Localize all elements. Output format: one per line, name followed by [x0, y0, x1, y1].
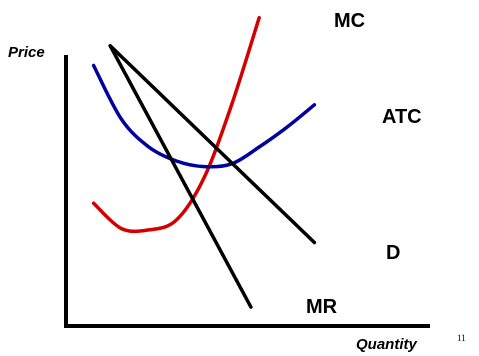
mr-label: MR: [306, 296, 338, 318]
x-axis-title: Quantity: [356, 336, 417, 353]
marginal-revenue-curve: [108, 44, 253, 309]
demand-label: D: [386, 242, 400, 264]
slide-number: 11: [457, 333, 466, 343]
marginal-cost-curve: [91, 15, 261, 234]
average-total-cost-curve: [91, 63, 317, 169]
demand-curve: [108, 44, 317, 245]
mc-label: MC: [334, 10, 365, 32]
atc-label: ATC: [382, 106, 422, 128]
y-axis-title: Price: [8, 44, 45, 61]
